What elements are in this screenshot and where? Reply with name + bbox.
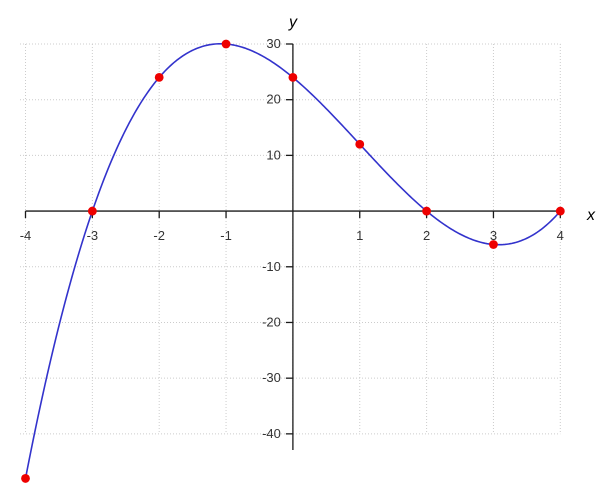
svg-text:30: 30 bbox=[266, 36, 280, 51]
svg-text:4: 4 bbox=[557, 228, 564, 243]
svg-text:-30: -30 bbox=[262, 370, 281, 385]
svg-text:y: y bbox=[288, 14, 298, 31]
svg-text:20: 20 bbox=[266, 92, 280, 107]
svg-text:-3: -3 bbox=[87, 228, 99, 243]
svg-text:1: 1 bbox=[356, 228, 363, 243]
svg-text:-20: -20 bbox=[262, 314, 281, 329]
svg-text:-10: -10 bbox=[262, 259, 281, 274]
svg-text:10: 10 bbox=[266, 147, 280, 162]
svg-text:2: 2 bbox=[423, 228, 430, 243]
svg-text:-1: -1 bbox=[220, 228, 232, 243]
svg-text:-4: -4 bbox=[20, 228, 32, 243]
svg-text:-40: -40 bbox=[262, 426, 281, 441]
svg-text:x: x bbox=[586, 207, 596, 224]
svg-text:-2: -2 bbox=[153, 228, 165, 243]
